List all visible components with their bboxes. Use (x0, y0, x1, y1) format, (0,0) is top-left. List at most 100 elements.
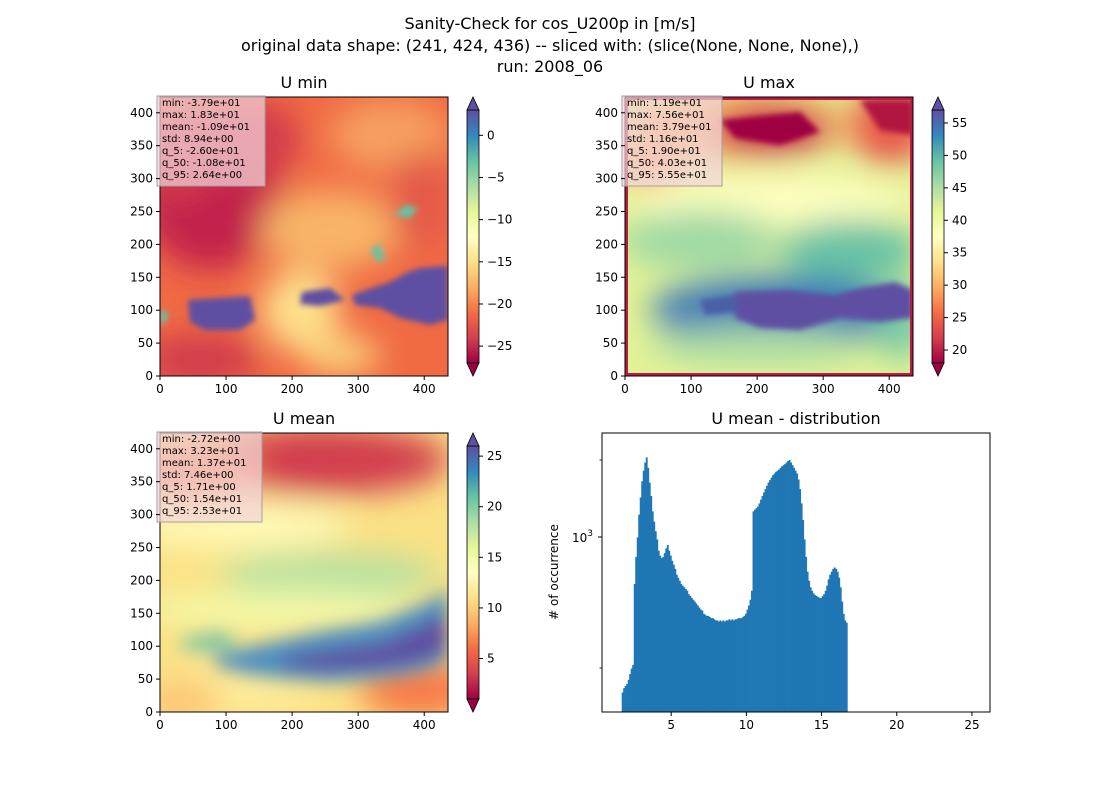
histogram-bar (636, 537, 639, 712)
colorbar-tick-label: 30 (952, 278, 967, 292)
histogram-bar (710, 618, 713, 712)
histogram-bar (630, 668, 633, 712)
histogram-bar (814, 595, 817, 712)
stat-min: min: -2.72e+00 (162, 434, 241, 445)
stat-min: min: 1.19e+01 (627, 98, 702, 109)
histogram-bar (833, 567, 836, 712)
colorbar-tick-label: 20 (952, 343, 967, 357)
x-tick-label: 400 (413, 382, 436, 396)
histogram-bar (729, 620, 732, 712)
histogram-bar (770, 477, 773, 712)
colorbar-extend-min (931, 362, 945, 377)
histogram-bar (821, 596, 824, 712)
histogram-bar (656, 539, 659, 712)
histogram-bar (627, 679, 630, 712)
histogram-bar (645, 457, 648, 712)
histogram-bar (808, 580, 811, 712)
histogram-bar (722, 620, 725, 712)
histogram-bar (678, 580, 681, 712)
y-tick-label: 200 (595, 237, 618, 251)
histogram-bar (784, 464, 787, 712)
histogram-bar (725, 620, 728, 712)
colorbar-tick-label: 20 (487, 500, 502, 514)
x-tick-label: 100 (215, 718, 238, 732)
histogram-bar (820, 597, 823, 712)
histogram-bar (754, 509, 756, 712)
histogram-bar (802, 519, 805, 712)
stat-max: max: 1.83e+01 (162, 110, 240, 121)
y-tick-label: 100 (595, 303, 618, 317)
x-tick-label: 200 (746, 382, 769, 396)
histogram-bar (647, 467, 650, 712)
panel-title: U max (743, 73, 795, 92)
x-tick-label: 100 (215, 382, 238, 396)
y-tick-label: 250 (130, 204, 153, 218)
histogram-bar (787, 460, 790, 712)
histogram-bars (621, 457, 848, 712)
histogram-bar (772, 475, 774, 712)
colorbar-tick-label: 0 (487, 128, 495, 142)
histogram-bar (800, 503, 803, 712)
histogram-bar (716, 620, 719, 712)
histogram-bar (711, 618, 714, 712)
histogram-bar (748, 605, 750, 712)
histogram-bar (674, 568, 677, 712)
histogram-bar (642, 470, 645, 712)
x-tick-label: 0 (621, 382, 629, 396)
y-tick-label: 0 (145, 369, 153, 383)
colorbar-extend-max (466, 432, 480, 447)
histogram-bar (675, 574, 678, 712)
histogram-bar (680, 584, 683, 712)
y-tick-label: 150 (130, 270, 153, 284)
stat-std: std: 1.16e+01 (627, 134, 699, 145)
colorbar-tick-label: −15 (487, 255, 512, 269)
x-tick-label: 10 (739, 718, 754, 732)
histogram-bar (621, 692, 624, 712)
y-tick-label: 300 (130, 508, 153, 522)
histogram-bar (811, 590, 814, 712)
colorbar-extend-min (466, 362, 480, 377)
colorbar-tick-label: 10 (487, 601, 502, 615)
colorbar-tick-label: −5 (487, 170, 505, 184)
x-tick-label: 15 (814, 718, 829, 732)
histogram-bar (699, 609, 702, 712)
x-tick-label: 20 (889, 718, 904, 732)
stat-q5: q_5: 1.71e+00 (162, 482, 236, 493)
stat-q95: q_95: 5.55e+01 (627, 170, 707, 181)
panel-u-mean: U mean min: -2.72e+00 max: (130, 409, 502, 732)
axes: 0 100 200 300 400 0 50 100 150 200 250 300 350 400 (130, 106, 436, 396)
histogram-bar (809, 587, 812, 712)
y-tick-label: 400 (130, 442, 153, 456)
histogram-bar (681, 585, 684, 712)
histogram-bar (815, 596, 818, 712)
histogram-bar (719, 620, 722, 712)
y-tick-label: 50 (138, 336, 153, 350)
colorbar-gradient (466, 109, 480, 364)
colorbar-tick-label: 5 (487, 652, 495, 666)
histogram-bar (788, 459, 791, 712)
y-tick-label: 0 (610, 369, 618, 383)
histogram-bar (778, 469, 780, 712)
histogram-bar (701, 610, 704, 712)
histogram-bar (639, 497, 642, 712)
colorbar-gradient (931, 109, 945, 364)
x-tick-label: 400 (878, 382, 901, 396)
histogram-bar (648, 482, 651, 712)
histogram-bar (666, 544, 669, 712)
x-tick-label: 300 (347, 718, 370, 732)
histogram-bar (842, 613, 845, 712)
y-tick-label: 103 (572, 529, 593, 545)
x-tick-label: 0 (156, 382, 164, 396)
histogram-bar (632, 665, 635, 712)
x-axis: 5 10 15 20 25 (667, 712, 980, 732)
y-tick-label: 300 (130, 172, 153, 186)
y-tick-label: 400 (595, 106, 618, 120)
histogram-bar (812, 593, 815, 712)
y-tick-label: 400 (130, 106, 153, 120)
histogram-bar (767, 482, 770, 712)
histogram-bar (742, 617, 744, 712)
histogram-bar (726, 620, 729, 712)
colorbar-extend-max (931, 96, 945, 111)
histogram-bar (732, 620, 735, 712)
